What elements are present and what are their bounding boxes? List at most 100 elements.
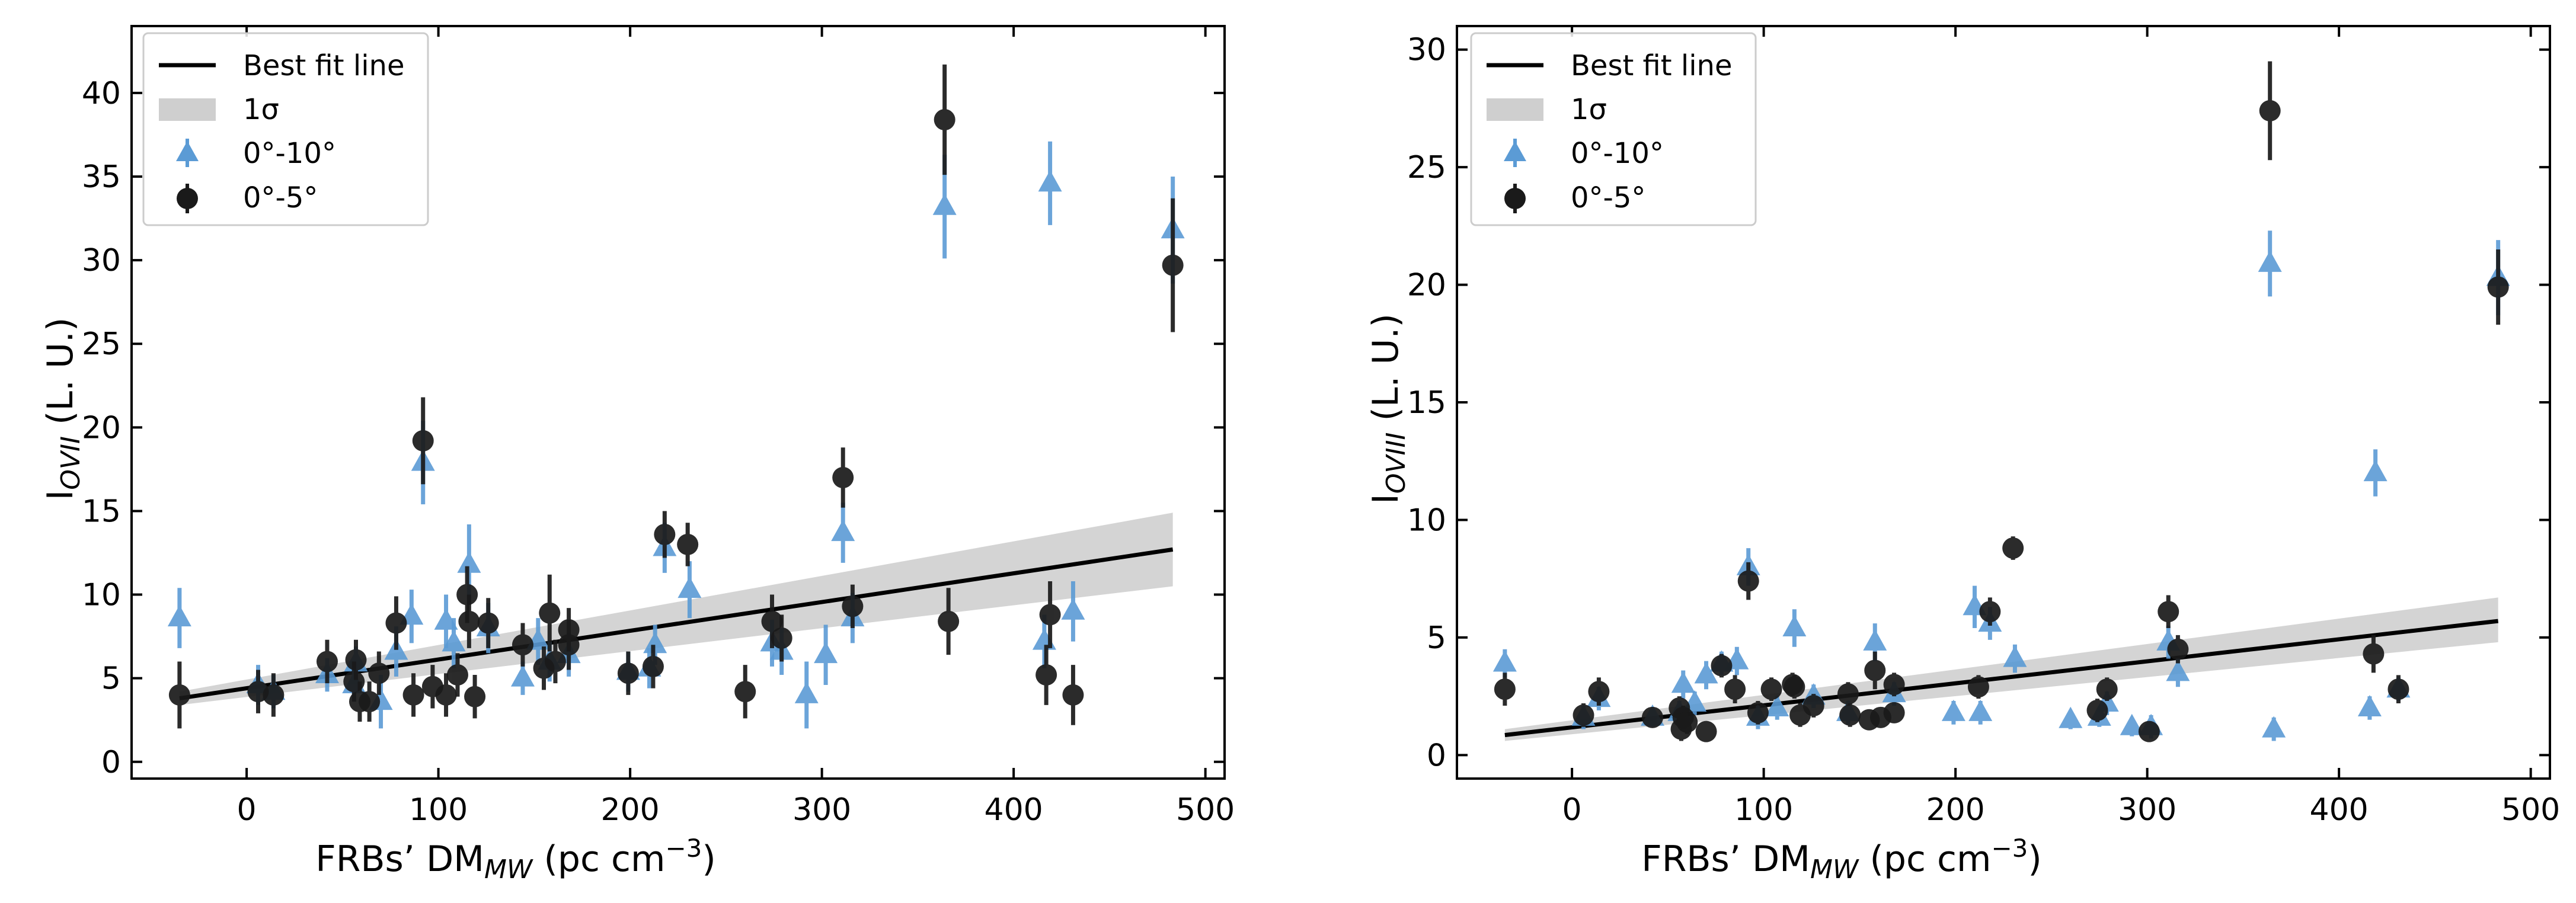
triangle-marker	[457, 551, 481, 573]
y-tick-label: 25	[82, 326, 121, 362]
circle-marker	[368, 662, 390, 684]
circle-point	[368, 651, 390, 695]
circle-marker	[642, 655, 664, 677]
circle-marker	[1724, 678, 1746, 700]
circle-point	[1967, 675, 1989, 699]
circle-marker	[402, 684, 424, 706]
legend-circ-swatch	[1504, 188, 1526, 209]
x-tick-label: 400	[2310, 792, 2369, 828]
circle-marker	[435, 684, 457, 706]
circle-point	[464, 675, 486, 719]
circle-point	[2487, 249, 2509, 325]
circle-marker	[842, 595, 864, 617]
legend-tri-swatch	[1504, 141, 1526, 161]
circle-point	[316, 639, 338, 684]
circle-marker	[458, 610, 480, 632]
circle-marker	[1839, 704, 1861, 726]
triangle-marker	[442, 630, 466, 652]
triangle-marker	[1941, 699, 1965, 721]
circle-point	[263, 673, 285, 717]
circle-marker	[1802, 694, 1824, 716]
circle-point	[1588, 677, 1610, 706]
triangle-marker	[1694, 662, 1718, 684]
triangle-marker	[1492, 650, 1517, 672]
circle-marker	[832, 467, 854, 488]
triangle-marker	[1061, 598, 1085, 620]
triangle-marker	[2120, 713, 2144, 735]
circle-marker	[1747, 702, 1769, 723]
y-tick-label: 15	[82, 494, 121, 529]
legend-label-fit: Best fit line	[243, 49, 404, 82]
triangle-marker	[1671, 671, 1695, 693]
x-tick-label: 400	[985, 792, 1043, 828]
circle-marker	[1883, 674, 1905, 696]
legend: Best fit line 1σ 0°-10° 0°-5°	[142, 32, 429, 226]
circle-marker	[168, 684, 190, 706]
x-tick-label: 200	[1926, 792, 1984, 828]
triangle-point	[2258, 230, 2282, 297]
triangle-marker	[2363, 460, 2388, 482]
circle-marker	[1588, 681, 1610, 703]
y-tick-label: 25	[1407, 150, 1446, 185]
legend-label-tri: 0°-10°	[1571, 137, 1664, 170]
circle-marker	[734, 681, 756, 703]
circle-marker	[677, 533, 699, 555]
circle-point	[1676, 710, 1698, 734]
legend-band-swatch	[159, 98, 216, 121]
y-tick-label: 20	[82, 410, 121, 446]
circle-marker	[1979, 601, 2001, 623]
circle-marker	[1676, 711, 1698, 733]
x-tick-label: 200	[600, 792, 659, 828]
circle-point	[539, 574, 561, 652]
triangle-marker	[1968, 699, 1993, 721]
triangle-point	[1694, 661, 1718, 690]
legend-tri-swatch	[176, 141, 199, 161]
y-tick-label: 5	[1427, 620, 1446, 656]
y-axis-label: IOVIII (L. U.)	[1365, 313, 1411, 504]
y-tick-label: 35	[82, 159, 121, 195]
x-tick-label: 300	[2118, 792, 2177, 828]
circle-point	[544, 639, 566, 684]
circle-point	[654, 511, 676, 558]
circle-point	[385, 596, 407, 650]
legend-label-circ: 0°-5°	[1571, 181, 1645, 214]
circle-marker	[654, 523, 676, 545]
triangle-point	[1968, 699, 1993, 725]
circle-point	[642, 645, 664, 689]
circle-marker	[2096, 678, 2118, 700]
x-tick-label: 100	[409, 792, 468, 828]
circle-point	[2096, 677, 2118, 702]
circle-marker	[558, 619, 580, 641]
triangle-marker	[2258, 250, 2282, 272]
triangle-marker	[167, 605, 191, 627]
y-tick-label: 30	[1407, 33, 1446, 68]
triangle-marker	[1765, 694, 1789, 716]
circle-point	[2002, 536, 2024, 560]
ovii-panel: 0 100 200 300 400 500 0 5 10 15 20 25 30 35 40 FRBs’ D…	[40, 25, 1235, 885]
triangle-marker	[831, 520, 855, 542]
circle-point	[558, 608, 580, 652]
circle-marker	[934, 109, 955, 131]
circle-point	[168, 661, 190, 729]
y-axis-label: IOVII (L. U.)	[40, 318, 86, 501]
circle-point	[435, 673, 457, 717]
triangle-point	[1765, 694, 1789, 720]
plot-frame	[130, 25, 1226, 780]
triangle-point	[442, 618, 466, 668]
triangle-point	[2363, 449, 2388, 497]
confidence-band	[179, 513, 1173, 705]
triangle-point	[167, 588, 191, 648]
circle-marker	[1883, 702, 1905, 723]
triangle-point	[2059, 706, 2083, 729]
circle-point	[832, 447, 854, 508]
circle-point	[1641, 706, 1663, 728]
circle-point	[477, 598, 499, 648]
circle-point	[734, 665, 756, 719]
circle-marker	[1641, 706, 1663, 728]
circle-point	[1162, 198, 1184, 332]
circle-marker	[1760, 678, 1782, 700]
circle-marker	[1967, 676, 1989, 698]
triangle-marker	[1863, 629, 1887, 651]
circle-point	[842, 584, 864, 628]
circle-point	[1837, 682, 1859, 706]
